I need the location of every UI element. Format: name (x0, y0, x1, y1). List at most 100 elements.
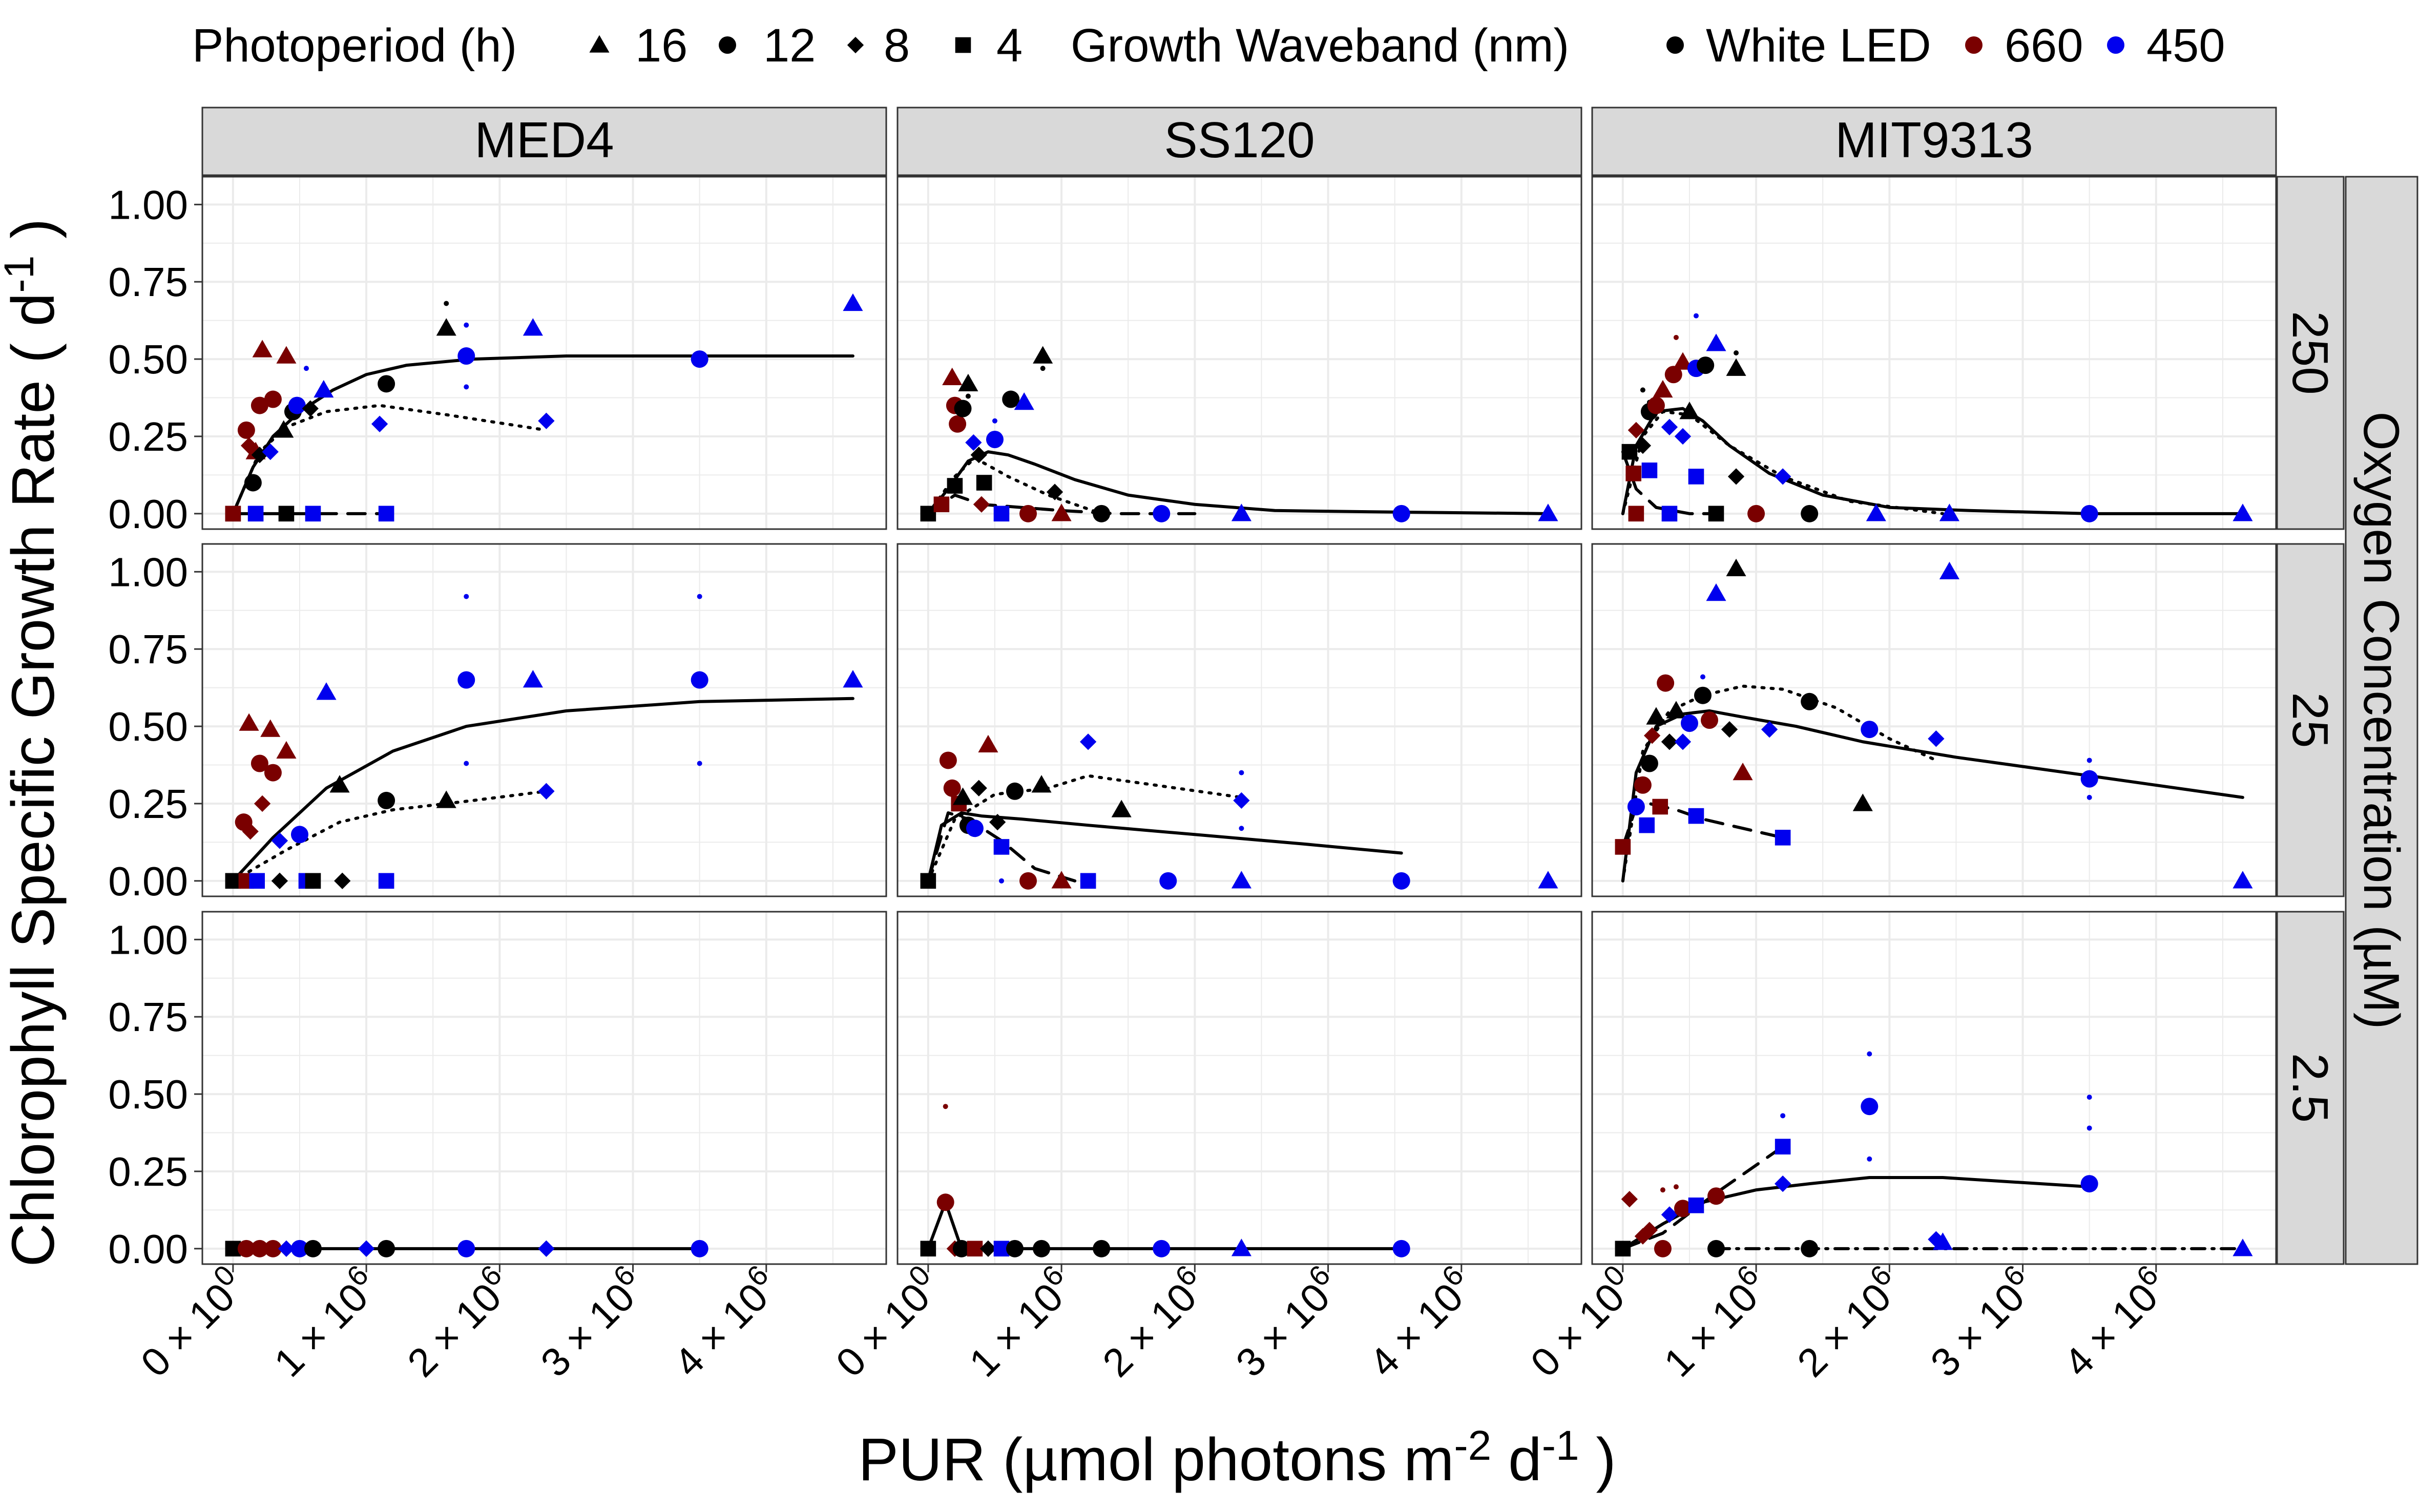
data-point (290, 1240, 308, 1257)
data-point-small (1239, 770, 1244, 775)
legend-waveband-label: White LED (1706, 19, 1931, 72)
data-point (973, 496, 990, 513)
data-point (993, 839, 1010, 855)
strain-label: SS120 (1164, 112, 1315, 168)
data-point (942, 367, 963, 385)
data-point (1775, 830, 1791, 846)
data-point (1538, 871, 1558, 889)
data-point-small (1700, 674, 1705, 680)
y-tick-label: 1.00 (108, 182, 188, 227)
data-point (1697, 356, 1715, 374)
data-point (329, 775, 350, 793)
legend-shape-circle (719, 36, 736, 54)
data-point (691, 1240, 708, 1257)
data-point (247, 506, 264, 522)
data-point (1643, 727, 1661, 744)
data-point (1707, 1240, 1725, 1257)
data-point (2233, 1238, 2253, 1256)
fit-line-dotted (1621, 410, 1945, 515)
data-point (939, 751, 957, 769)
panel-border (201, 911, 887, 1265)
data-point (1706, 583, 1726, 601)
data-point (288, 396, 306, 414)
data-point (691, 671, 708, 689)
data-point (2080, 770, 2098, 788)
panel-border (896, 176, 1582, 530)
data-point (1019, 872, 1037, 890)
data-point (334, 872, 351, 889)
data-point (1641, 463, 1658, 478)
fit-line-solid (926, 811, 1403, 883)
data-point-small (2087, 1125, 2092, 1131)
data-point (1661, 1206, 1678, 1223)
data-point (1006, 1240, 1024, 1257)
data-point (254, 795, 271, 812)
data-point-small (1660, 1187, 1665, 1193)
data-point (1093, 1240, 1111, 1257)
data-point (378, 873, 394, 889)
data-point (264, 1240, 282, 1257)
data-point-small (1239, 826, 1244, 831)
data-point (1639, 817, 1655, 833)
data-point (691, 350, 708, 368)
data-point (1852, 793, 1873, 811)
x-tick-label: 0 × 100 (128, 1258, 255, 1385)
strain-label: MED4 (474, 112, 614, 168)
legend-shape-square (955, 37, 971, 53)
panel-background (898, 177, 1581, 529)
legend-waveband-label: 660 (2005, 19, 2083, 72)
data-point (1775, 1139, 1791, 1154)
data-point (1688, 808, 1704, 824)
x-tick-label: 3 × 106 (1917, 1258, 2045, 1385)
legend-color-dot (2107, 36, 2124, 54)
panel-border (201, 176, 887, 530)
data-point (1051, 871, 1072, 889)
fit-line-solid (926, 450, 1550, 515)
data-point (1628, 422, 1645, 439)
data-point (920, 1241, 936, 1257)
y-tick-label: 0.75 (108, 259, 188, 305)
data-point (244, 474, 262, 492)
legend-title-waveband: Growth Waveband (nm) (1071, 19, 1569, 72)
data-point-small (464, 322, 469, 328)
data-point (1706, 333, 1726, 351)
y-axis-title-sup: -1 (0, 256, 43, 293)
data-point (436, 318, 456, 336)
data-point (304, 1240, 322, 1257)
y-tick-label: 0.00 (108, 491, 188, 537)
data-point (976, 475, 992, 491)
strip-background (201, 107, 887, 176)
data-point (965, 434, 982, 451)
oxygen-title-strip: Oxygen Concentration (µM) (2345, 176, 2418, 1265)
data-point (2233, 871, 2253, 889)
data-point (989, 814, 1006, 831)
data-point (954, 400, 972, 417)
data-point (952, 1240, 970, 1257)
data-point (1726, 558, 1746, 576)
data-point (1647, 396, 1665, 414)
x-tick-label: 2 × 106 (1784, 1258, 1911, 1385)
data-point (436, 790, 456, 808)
oxygen-label: 250 (2282, 311, 2339, 395)
data-point-small (303, 366, 309, 371)
data-point (1661, 733, 1678, 750)
facet-panel: 0.00 0.25 0.50 0.75 1.00 (108, 176, 887, 537)
data-point (952, 787, 973, 805)
data-point (538, 412, 555, 429)
data-point (1939, 503, 1959, 521)
strip-background (2345, 176, 2418, 1265)
data-point (920, 506, 936, 522)
data-point (1233, 792, 1250, 809)
panel-border (896, 911, 1582, 1265)
y-tick-label: 1.00 (108, 549, 188, 595)
data-point (936, 1193, 954, 1211)
facet-panel (1591, 543, 2277, 897)
data-point (1664, 366, 1682, 384)
data-point-small (992, 418, 997, 424)
y-axis-title: Chlorophyll Specific Growth Rate ( d-1 ) (0, 219, 67, 1267)
data-point (276, 346, 297, 364)
data-point (371, 415, 388, 432)
data-point (1392, 1240, 1410, 1257)
y-tick-label: 0.75 (108, 626, 188, 672)
x-axis-title-main: PUR (µmol photons m (858, 1426, 1454, 1494)
